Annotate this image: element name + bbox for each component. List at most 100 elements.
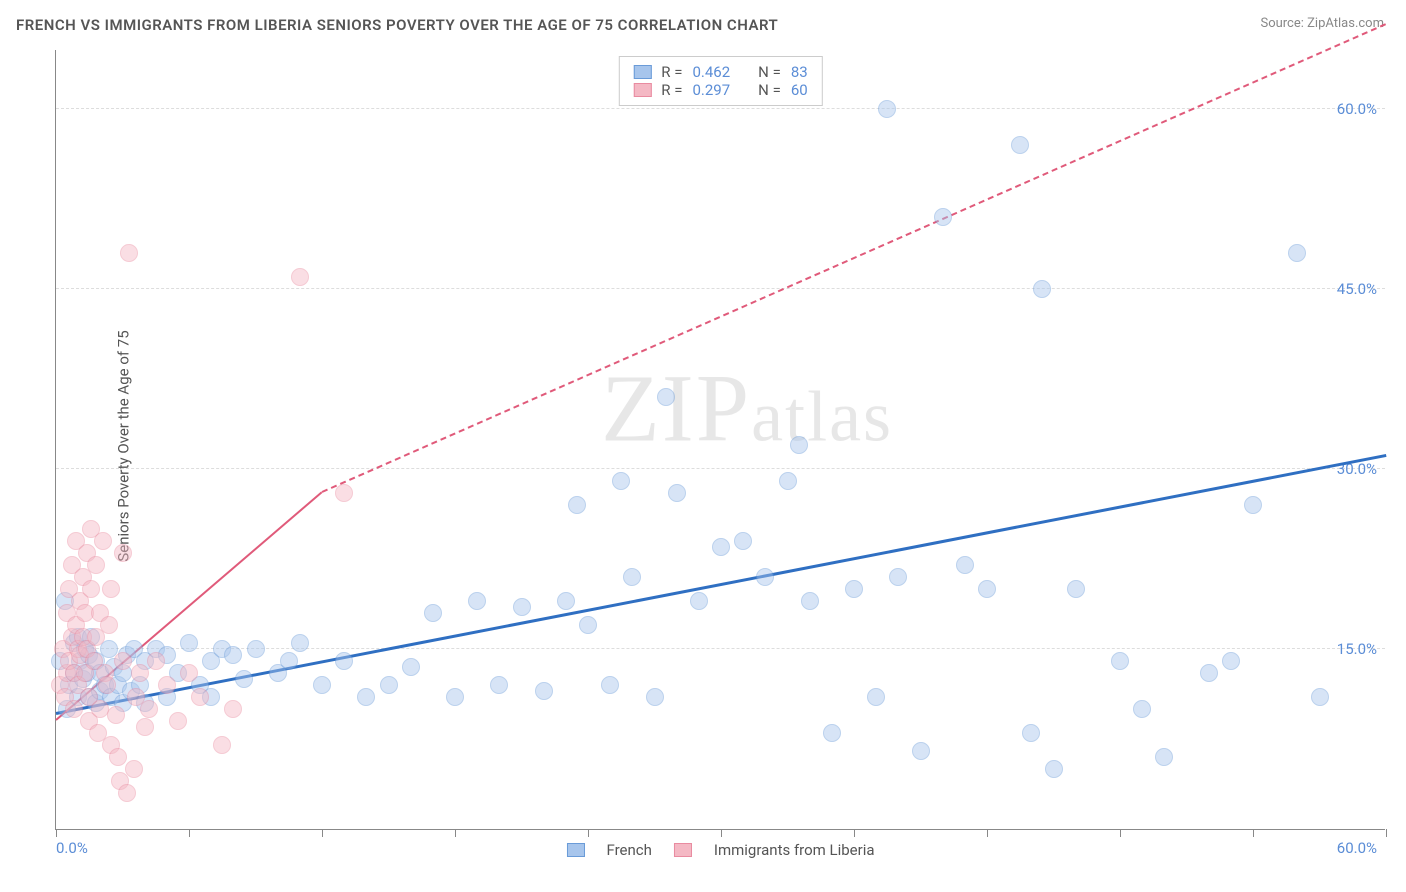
r-value: 0.297 [692, 81, 730, 99]
y-tick-label: 45.0% [1337, 280, 1377, 298]
data-point [131, 664, 149, 682]
watermark: ZIPatlas [601, 353, 893, 464]
data-point [790, 436, 808, 454]
data-point [335, 484, 353, 502]
data-point [1155, 748, 1173, 766]
data-point [180, 664, 198, 682]
x-tick [56, 829, 57, 837]
data-point [1022, 724, 1040, 742]
data-point [601, 676, 619, 694]
data-point [912, 742, 930, 760]
data-point [335, 652, 353, 670]
gridline [56, 288, 1385, 289]
data-point [235, 670, 253, 688]
data-point [114, 652, 132, 670]
data-point [623, 568, 641, 586]
data-point [668, 484, 686, 502]
data-point [845, 580, 863, 598]
x-tick [455, 829, 456, 837]
data-point [109, 748, 127, 766]
x-tick [854, 829, 855, 837]
legend-row: R = 0.297 N = 60 [633, 81, 807, 99]
data-point [867, 688, 885, 706]
source-attribution: Source: ZipAtlas.com [1260, 16, 1384, 31]
legend-swatch [566, 843, 584, 857]
correlation-legend: R =0.462N =83R = 0.297 N = 60 [618, 56, 822, 106]
data-point [513, 598, 531, 616]
data-point [1244, 496, 1262, 514]
data-point [1111, 652, 1129, 670]
x-axis-min-label: 0.0% [56, 839, 88, 857]
data-point [65, 700, 83, 718]
y-tick-label: 15.0% [1337, 640, 1377, 658]
legend-swatch [633, 65, 651, 79]
data-point [1067, 580, 1085, 598]
r-label: R = [661, 81, 682, 99]
data-point [956, 556, 974, 574]
data-point [568, 496, 586, 514]
trend-line [322, 23, 1387, 493]
data-point [657, 388, 675, 406]
y-tick-label: 60.0% [1337, 100, 1377, 118]
data-point [118, 784, 136, 802]
data-point [158, 676, 176, 694]
data-point [801, 592, 819, 610]
data-point [889, 568, 907, 586]
x-tick [1386, 829, 1387, 837]
legend-swatch [633, 83, 651, 97]
data-point [1288, 244, 1306, 262]
data-point [557, 592, 575, 610]
data-point [402, 658, 420, 676]
gridline [56, 468, 1385, 469]
n-value: 83 [791, 63, 808, 81]
data-point [1033, 280, 1051, 298]
data-point [978, 580, 996, 598]
gridline [56, 108, 1385, 109]
data-point [779, 472, 797, 490]
n-value: 60 [791, 81, 808, 99]
data-point [136, 718, 154, 736]
x-tick [721, 829, 722, 837]
x-tick [1120, 829, 1121, 837]
data-point [107, 706, 125, 724]
data-point [140, 700, 158, 718]
data-point [424, 604, 442, 622]
x-tick [588, 829, 589, 837]
data-point [1133, 700, 1151, 718]
chart-title: FRENCH VS IMMIGRANTS FROM LIBERIA SENIOR… [16, 16, 778, 34]
data-point [213, 736, 231, 754]
r-label: R = [661, 63, 682, 81]
data-point [147, 652, 165, 670]
data-point [612, 472, 630, 490]
data-point [1200, 664, 1218, 682]
data-point [712, 538, 730, 556]
legend-swatch [674, 843, 692, 857]
data-point [87, 556, 105, 574]
data-point [120, 244, 138, 262]
x-tick [189, 829, 190, 837]
scatter-chart: ZIPatlas R =0.462N =83R =0.297N =60 0.0%… [55, 50, 1385, 830]
data-point [94, 532, 112, 550]
data-point [490, 676, 508, 694]
data-point [646, 688, 664, 706]
data-point [734, 532, 752, 550]
data-point [291, 268, 309, 286]
data-point [82, 580, 100, 598]
data-point [690, 592, 708, 610]
x-tick [987, 829, 988, 837]
data-point [1222, 652, 1240, 670]
data-point [756, 568, 774, 586]
x-tick [1253, 829, 1254, 837]
data-point [823, 724, 841, 742]
data-point [98, 676, 116, 694]
data-point [291, 634, 309, 652]
data-point [446, 688, 464, 706]
data-point [169, 712, 187, 730]
legend-row: R =0.462N =83 [633, 63, 807, 81]
legend-label: French [606, 841, 651, 859]
data-point [114, 544, 132, 562]
data-point [280, 652, 298, 670]
series-legend: FrenchImmigrants from Liberia [566, 841, 874, 859]
data-point [224, 700, 242, 718]
n-label: N = [758, 81, 781, 99]
